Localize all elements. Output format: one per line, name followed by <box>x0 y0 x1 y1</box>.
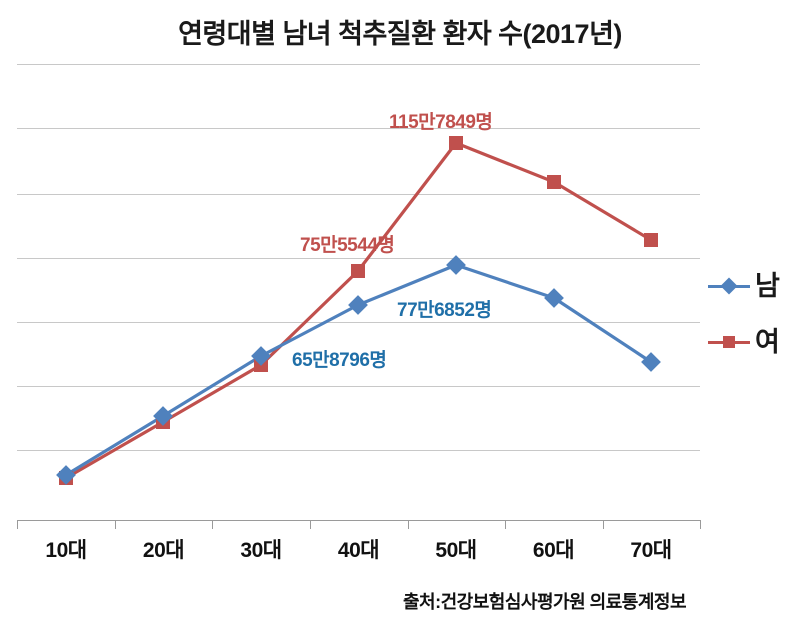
gridline <box>17 322 700 323</box>
x-axis-tick <box>505 520 506 529</box>
data-label-male-40s: 65만8796명 <box>292 350 387 371</box>
gridline <box>17 386 700 387</box>
gridline <box>17 128 700 129</box>
x-axis-tick <box>115 520 116 529</box>
square-marker-icon <box>723 336 735 348</box>
data-label-female-50s: 115만7849명 <box>389 112 493 133</box>
series-plot <box>56 136 661 485</box>
gridline <box>17 194 700 195</box>
x-axis-line <box>17 520 701 521</box>
series-markers-male <box>56 255 661 485</box>
legend-swatch-male <box>706 275 752 297</box>
gridline <box>17 450 700 451</box>
data-label-female-40s: 75만5544명 <box>300 235 395 256</box>
plot-area: 115만7849명 75만5544명 77만6852명 65만8796명 <box>17 60 700 520</box>
legend-label-male: 남 <box>755 270 780 301</box>
legend-swatch-female <box>706 331 752 353</box>
x-axis-label-40s: 40대 <box>337 539 380 562</box>
x-axis-labels: 10대 20대 30대 40대 50대 60대 70대 <box>17 534 701 564</box>
gridlines <box>17 60 700 520</box>
data-label-male-50s: 77만6852명 <box>397 300 492 321</box>
x-axis-label-30s: 30대 <box>240 539 282 562</box>
chart-title: 연령대별 남녀 척추질환 환자 수(2017년) <box>178 19 622 49</box>
x-axis-tick <box>603 520 604 529</box>
legend-entry-male[interactable]: 남 <box>706 258 800 314</box>
x-axis-tick <box>310 520 311 529</box>
x-axis-tick <box>212 520 213 529</box>
gridline <box>17 64 700 65</box>
legend-label-female: 여 <box>755 326 780 357</box>
x-axis-label-20s: 20대 <box>142 539 185 562</box>
x-axis-label-70s: 70대 <box>630 539 672 562</box>
diamond-marker-icon <box>720 277 738 295</box>
x-axis-label-60s: 60대 <box>532 539 575 562</box>
x-axis-tick <box>408 520 409 529</box>
x-axis-tick <box>17 520 18 529</box>
chart-legend: 남 여 <box>706 258 800 370</box>
x-axis-label-10s: 10대 <box>45 539 87 562</box>
source-note: 출처:건강보험심사평가원 의료통계정보 <box>402 592 687 612</box>
x-axis-label-50s: 50대 <box>435 539 477 562</box>
x-axis-tick <box>700 520 701 529</box>
legend-entry-female[interactable]: 여 <box>706 314 800 370</box>
gridline <box>17 258 700 259</box>
